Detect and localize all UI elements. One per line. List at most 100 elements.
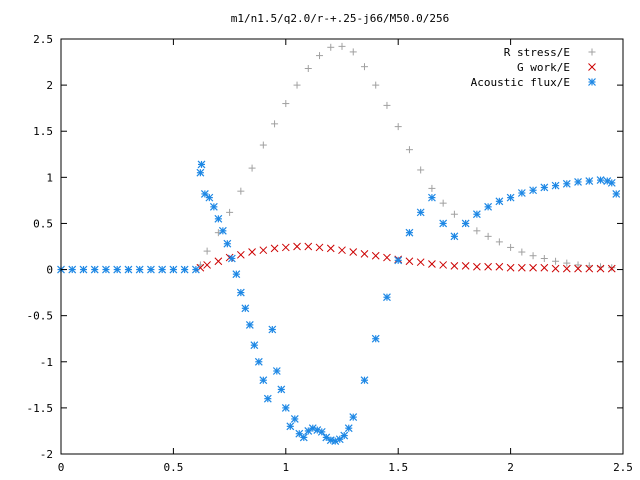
series-0-point (304, 65, 312, 73)
series-2-point (461, 219, 470, 228)
series-0-point (372, 81, 380, 89)
series-1-point (315, 243, 324, 252)
series-2-point-d2 (200, 190, 209, 198)
series-0-point (394, 123, 402, 131)
series-2-point-d2 (495, 197, 504, 206)
series-2-point (205, 193, 214, 202)
series-2-point (254, 357, 263, 366)
legend-marker-d2 (588, 78, 596, 86)
series-2-point-d2 (263, 394, 272, 403)
series-0-point (271, 120, 279, 128)
series-2-point-d2 (290, 415, 299, 423)
series-2-point (344, 424, 353, 433)
series-0-point (405, 146, 413, 154)
series-0-point (282, 100, 290, 108)
series-2-point (295, 429, 304, 438)
series-2-point (232, 270, 241, 279)
series-1-point-d2 (450, 262, 459, 270)
series-2-point (517, 189, 526, 197)
series-1-point (484, 262, 492, 271)
series-2-point (551, 181, 560, 190)
series-1-point-d2 (248, 248, 256, 256)
series-2-point-d2 (135, 265, 144, 274)
series-2-point (191, 265, 200, 274)
series-2-point (290, 415, 299, 423)
series-0-point (226, 208, 234, 216)
series-1-point-d2 (259, 246, 268, 255)
series-1-point-d2 (607, 264, 616, 273)
series-2-point (90, 265, 99, 274)
series-2-point-d2 (259, 376, 268, 385)
series-2-point-d2 (506, 193, 515, 202)
series-0-point (417, 166, 425, 174)
series-2-point-d2 (286, 422, 295, 431)
series-0-point (383, 101, 391, 109)
series-2-point-d2 (484, 202, 493, 211)
y-tick-label: -0.5 (27, 310, 54, 323)
series-0-point (507, 243, 515, 251)
x-tick-label: 0.5 (163, 461, 183, 474)
series-2-point (196, 168, 205, 177)
legend: R stress/E G work/E Acoustic flux/E (471, 46, 596, 89)
series-2-point-d2 (79, 265, 88, 274)
series-2-point-d2 (607, 178, 616, 187)
series-2-point-d2 (371, 334, 380, 343)
series-2-point-d2 (317, 427, 326, 436)
series-2-point-d2 (439, 219, 448, 228)
series-2-point (450, 232, 459, 241)
series-2-point-d2 (299, 433, 308, 442)
series-2-point-d2 (196, 168, 205, 177)
series-2-point-d2 (223, 239, 232, 248)
series-0-point (574, 261, 582, 269)
x-tick-label: 1.5 (388, 461, 408, 474)
series-2-point-d2 (232, 270, 241, 279)
series-2-point (259, 376, 268, 385)
series-1-point (596, 264, 605, 273)
series-2-point-d2 (340, 431, 349, 440)
series-0-point (428, 184, 436, 192)
series-2-point (416, 208, 425, 217)
series-1-point-d2 (405, 257, 414, 266)
series-2-point-d2 (517, 189, 526, 197)
series-0-point (608, 264, 616, 272)
series-2-point (236, 288, 245, 297)
series-0-point (293, 81, 301, 89)
series-1-point (248, 248, 256, 256)
series-2-point-d2 (124, 265, 133, 274)
series-2-point (281, 403, 290, 412)
series-1-point (203, 261, 211, 269)
series-1-point-d2 (416, 258, 425, 267)
legend-marker (588, 48, 596, 56)
series-2-point (197, 160, 206, 169)
series-2-point (250, 341, 259, 350)
series-2-point-d2 (272, 367, 281, 375)
series-0-point (237, 187, 245, 195)
series-0-point (450, 210, 458, 218)
series-1-point (326, 244, 335, 253)
series-1-point (562, 264, 571, 273)
series-2-point (439, 219, 448, 228)
series-0-point (316, 52, 324, 60)
series-2-point (218, 226, 227, 235)
series-2-point-d2 (113, 265, 122, 274)
series-1-point-d2 (439, 261, 448, 269)
series-1-point (529, 263, 537, 272)
series-1-point (304, 242, 313, 251)
series-0-point (529, 252, 537, 260)
chart-title: m1/n1.5/q2.0/r-+.25-j66/M50.0/256 (231, 12, 450, 25)
legend-label: G work/E (517, 61, 570, 74)
series-1-point (270, 244, 279, 253)
series-2-point (340, 431, 349, 440)
y-tick-label: -1 (40, 356, 53, 369)
series-2-point (317, 427, 326, 436)
series-0-point (439, 199, 447, 207)
series-2-point-d2 (102, 265, 110, 274)
series-2-point-d2 (90, 265, 99, 274)
series-1-point-d2 (383, 253, 391, 262)
series-0 (196, 42, 616, 272)
series-1-point-d2 (529, 263, 537, 272)
series-1-point-d2 (281, 243, 290, 252)
y-tick-label: 0 (46, 264, 53, 277)
series-2-point (245, 320, 254, 329)
y-tick-label: 2.5 (33, 33, 53, 46)
